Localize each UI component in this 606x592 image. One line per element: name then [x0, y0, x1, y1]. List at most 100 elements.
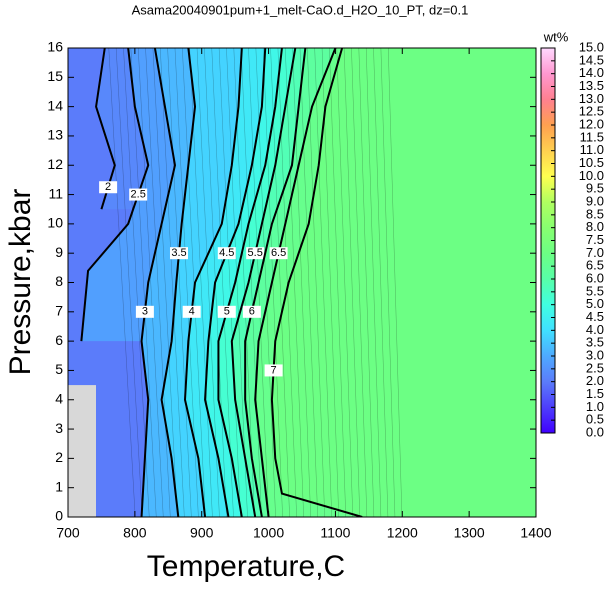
minor-contour	[152, 48, 178, 517]
contour-line	[204, 48, 267, 517]
minor-contour	[380, 48, 396, 517]
minor-contour	[343, 48, 360, 517]
minor-contour	[218, 48, 241, 517]
contour-label-bg	[169, 247, 188, 260]
contour-label: 4.5	[219, 247, 234, 259]
minor-contour	[314, 48, 332, 517]
contour-label: 6.5	[271, 247, 286, 259]
colorbar-tick-label: 7.5	[586, 232, 604, 247]
contour-label-bg	[264, 364, 283, 377]
x-tick-label: 1300	[454, 525, 485, 541]
minor-contour	[321, 48, 339, 517]
contour-band	[271, 48, 536, 517]
colorbar-tick-label: 15.0	[579, 39, 604, 54]
contour-label-bg	[182, 305, 201, 318]
colorbar-tick-label: 12.5	[579, 104, 604, 119]
contour-label-bg	[217, 305, 236, 318]
contour-label: 5	[224, 306, 230, 318]
contour-label-bg	[129, 188, 148, 201]
contour-line	[244, 48, 307, 517]
colorbar-tick-label: 10.0	[579, 168, 604, 183]
colorbar-tick-label: 1.5	[586, 386, 604, 401]
y-tick-label: 16	[47, 39, 63, 55]
x-tick-label: 1100	[320, 525, 350, 541]
contour-line	[230, 48, 297, 517]
plot-area: 2 2.5 3 3.5 4 4.5 5 5.5 6 6.5 7	[68, 48, 536, 517]
colorbar-tick-label: 5.0	[586, 296, 604, 311]
contour-line	[270, 48, 363, 517]
x-axis-label: Temperature,C	[147, 550, 345, 583]
minor-contour	[226, 48, 248, 517]
colorbar-tick-label: 4.0	[586, 322, 604, 337]
colorbar-tick-label: 7.0	[586, 245, 604, 260]
minor-contour	[182, 48, 206, 517]
y-tick-label: 12	[47, 156, 63, 172]
contour-label: 3	[142, 306, 148, 318]
contour-label: 2	[105, 181, 111, 193]
y-axis-label: Pressure,kbar	[4, 189, 37, 376]
contour-label: 5.5	[248, 247, 263, 259]
x-tick-label: 1400	[520, 525, 551, 541]
y-tick-label: 4	[55, 390, 63, 406]
y-tick-label: 3	[55, 420, 63, 436]
colorbar-tick-label: 11.0	[580, 142, 604, 157]
minor-contour	[299, 48, 318, 517]
colorbar-tick-label: 9.5	[586, 181, 604, 196]
colorbar-tick-label: 11.5	[580, 129, 604, 144]
minor-contour	[388, 48, 403, 517]
colorbar-tick-label: 14.0	[579, 65, 604, 80]
contour-line	[254, 48, 337, 517]
contour-label-bg	[217, 247, 236, 260]
minor-contour	[167, 48, 192, 517]
colorbar-tick-label: 6.0	[586, 270, 604, 285]
minor-contour	[241, 48, 262, 517]
contour-label-bg	[242, 305, 261, 318]
contour-label: 2.5	[131, 188, 146, 200]
minor-contour	[285, 48, 304, 517]
minor-contour	[336, 48, 353, 517]
contour-line	[183, 48, 243, 517]
colorbar-tick-label: 8.0	[586, 219, 604, 234]
contour-label-bg	[99, 181, 118, 194]
colorbar-tick-label: 13.5	[579, 78, 604, 93]
minor-contour	[115, 48, 143, 517]
y-tick-label: 6	[55, 332, 63, 348]
x-tick-label: 1000	[253, 525, 284, 541]
y-tick-label: 9	[55, 244, 63, 260]
minor-contour	[108, 48, 136, 517]
contour-line	[140, 48, 176, 517]
contour-line	[217, 48, 283, 517]
y-tick-label: 8	[55, 273, 63, 289]
minor-contour	[329, 48, 346, 517]
chart-title: Asama20040901pum+1_melt-CaO.d_H2O_10_PT,…	[132, 2, 469, 17]
contour-label-bg	[269, 247, 288, 260]
x-tick-label: 800	[123, 525, 147, 541]
contour-label: 4	[189, 306, 195, 318]
colorbar-label: wt%	[543, 29, 569, 44]
minor-contour	[160, 48, 185, 517]
colorbar-tick-label: 13.0	[579, 91, 604, 106]
colorbar-tick-label: 14.5	[579, 52, 604, 67]
colorbar-tick-label: 4.5	[586, 309, 604, 324]
contour-label: 3.5	[171, 247, 186, 259]
colorbar-tick-label: 10.5	[579, 155, 604, 170]
colorbar-tick-label: 3.5	[586, 335, 604, 350]
minor-contour	[373, 48, 389, 517]
contour-label: 7	[271, 364, 277, 376]
minor-contour	[358, 48, 375, 517]
colorbar-tick-label: 9.0	[586, 193, 604, 208]
missing-data	[68, 385, 96, 517]
colorbar-tick-label: 1.0	[586, 399, 604, 414]
y-tick-label: 15	[47, 68, 63, 84]
minor-contour	[211, 48, 234, 517]
y-tick-label: 5	[55, 361, 63, 377]
contour-label-bg	[246, 247, 265, 260]
minor-contour	[351, 48, 368, 517]
minor-contour	[130, 48, 157, 517]
y-tick-label: 0	[55, 508, 63, 524]
contour-line	[160, 48, 197, 517]
minor-contour	[196, 48, 220, 517]
colorbar-tick-label: 6.5	[586, 258, 604, 273]
minor-contour	[366, 48, 382, 517]
y-tick-label: 14	[47, 97, 63, 113]
